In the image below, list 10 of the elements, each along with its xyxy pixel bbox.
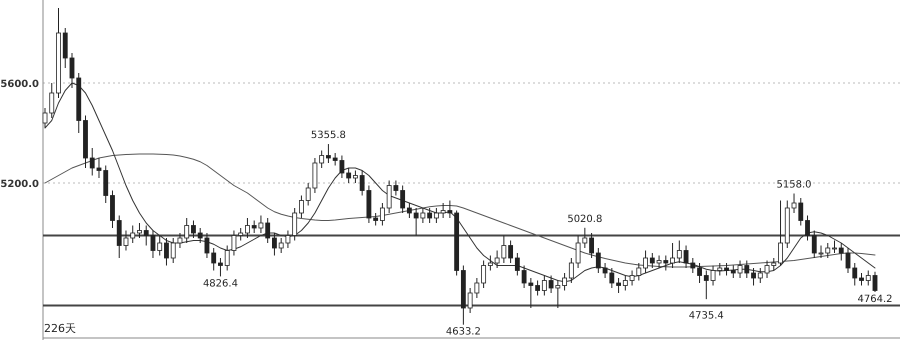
annotation: 226天 xyxy=(44,322,76,335)
annotation: 5158.0 xyxy=(776,180,812,190)
annotation: 4764.2 xyxy=(858,294,892,305)
annotation: 5020.8 xyxy=(567,214,602,225)
annotation: 4735.4 xyxy=(688,310,724,322)
annotation: 5355.8 xyxy=(310,130,346,142)
annotation: 4826.4 xyxy=(202,278,238,290)
y-tick-label: 5200.0 xyxy=(0,179,40,190)
y-tick-label: 5600.0 xyxy=(0,79,40,90)
annotation: 4633.2 xyxy=(446,326,481,338)
